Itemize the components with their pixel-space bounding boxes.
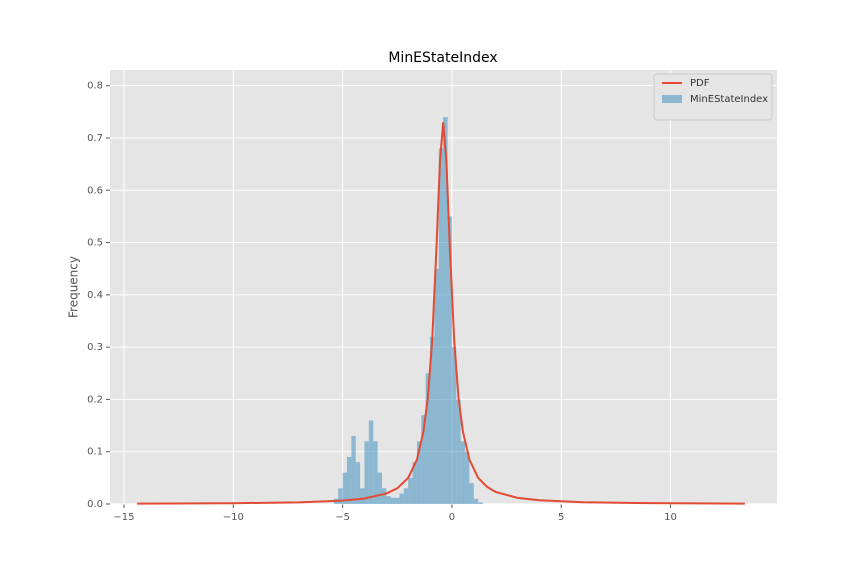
y-tick-label: 0.3 (87, 342, 103, 353)
y-tick-label: 0.2 (87, 394, 103, 405)
histogram-bar (364, 441, 369, 504)
histogram-bar (381, 488, 387, 504)
histogram-bar (447, 216, 452, 504)
x-tick-label: 10 (664, 512, 677, 523)
y-axis-label: Frequency (67, 256, 81, 318)
histogram-bar (473, 498, 479, 504)
legend-label: MinEStateIndex (690, 94, 768, 105)
histogram-bar (377, 472, 382, 504)
y-tick-label: 0.5 (87, 238, 103, 249)
x-tick-label: 5 (558, 512, 564, 523)
histogram-bar (403, 488, 409, 504)
histogram-bar (408, 477, 413, 504)
histogram-bar (421, 415, 426, 504)
histogram-bar (434, 268, 439, 504)
x-tick-label: −10 (223, 512, 244, 523)
legend-label: PDF (690, 78, 710, 89)
x-tick-label: −5 (335, 512, 350, 523)
legend-swatch (662, 95, 682, 103)
chart-title: MinEStateIndex (388, 50, 497, 66)
histogram-bar (451, 347, 457, 504)
histogram-bar (478, 502, 483, 504)
y-tick-label: 0.7 (87, 133, 103, 144)
histogram-bar (346, 456, 352, 504)
histogram-bar (465, 451, 470, 504)
histogram-bar (355, 462, 361, 504)
histogram-bar (390, 497, 396, 504)
legend-box (653, 73, 773, 121)
histogram-bar (469, 483, 474, 504)
legend: PDF MinEStateIndex (653, 73, 773, 121)
y-tick-label: 0.8 (87, 81, 103, 92)
histogram-bar (360, 488, 365, 504)
histogram-bar (425, 373, 431, 504)
marks (137, 117, 745, 505)
histogram-bar (443, 117, 448, 504)
y-tick-label: 0.0 (87, 499, 103, 510)
x-tick-label: −15 (113, 512, 134, 523)
histogram-bar (456, 399, 461, 504)
histogram-bar (368, 420, 374, 504)
histogram-bar (351, 436, 356, 504)
histogram-bar (430, 336, 435, 504)
x-tick-label: 0 (449, 512, 455, 523)
histogram-bar (338, 488, 343, 504)
histogram-bar (438, 148, 444, 505)
histogram-bar (460, 441, 466, 504)
histogram-bar (373, 441, 378, 504)
y-tick-label: 0.6 (87, 185, 103, 196)
histogram-bar (386, 496, 391, 504)
y-tick-label: 0.4 (87, 290, 103, 301)
histogram-bar (412, 462, 417, 504)
histogram-bar (342, 472, 347, 504)
y-tick-label: 0.1 (87, 447, 103, 458)
histogram-bar (395, 497, 400, 504)
histogram-bar (416, 441, 422, 504)
histogram-bar (399, 493, 404, 504)
pdf-line (137, 122, 745, 505)
